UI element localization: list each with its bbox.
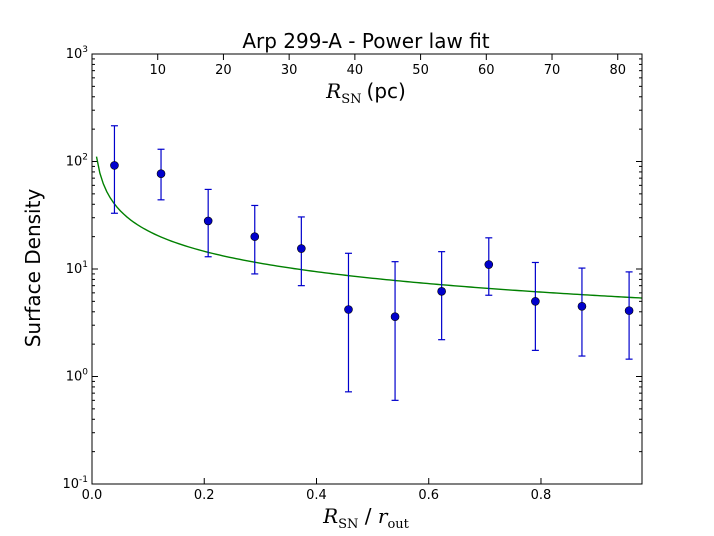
data-point <box>390 312 400 321</box>
plot-frame <box>91 53 643 485</box>
data-point <box>437 287 446 296</box>
y-tick-label-base: 10 <box>66 47 83 62</box>
data-point <box>531 297 540 306</box>
y-tick-label-exponent: 0 <box>82 368 88 378</box>
data-point <box>624 306 634 315</box>
top-x-axis-label-unit: (pc) <box>367 79 406 103</box>
y-tick-label-exponent: -1 <box>79 475 88 485</box>
data-point <box>484 260 494 269</box>
bottom-x-axis-label-sub: SN <box>338 517 358 532</box>
top-x-tick-label: 50 <box>412 63 429 78</box>
data-layer <box>110 125 634 401</box>
y-tick-label-exponent: 2 <box>82 153 88 163</box>
top-x-tick-label: 80 <box>609 63 626 78</box>
top-x-tick-label: 20 <box>215 63 232 78</box>
bottom-x-axis-label-sep: / <box>358 504 377 528</box>
y-tick-label: 10-1 <box>62 475 88 492</box>
power-law-fit-line <box>95 156 643 299</box>
chart-title: Arp 299-A - Power law fit <box>242 29 489 53</box>
data-point <box>577 301 587 311</box>
y-axis-label: Surface Density <box>21 189 45 348</box>
x-tick-label: 0.8 <box>531 488 552 503</box>
top-x-tick-label: 60 <box>478 63 495 78</box>
y-tick-label: 103 <box>66 45 88 62</box>
y-tick-label: 101 <box>66 260 88 277</box>
data-point <box>344 305 353 314</box>
y-tick-label-base: 10 <box>66 155 83 170</box>
data-point <box>203 216 213 226</box>
top-x-axis-label-main: R <box>325 79 341 103</box>
top-x-axis: 10 20 30 40 50 60 70 80 <box>149 54 626 78</box>
y-tick-label-exponent: 3 <box>82 45 88 55</box>
data-point <box>250 232 260 241</box>
y-tick-label: 100 <box>66 368 89 385</box>
x-tick-label: 0.6 <box>418 488 439 503</box>
y-tick-label-base: 10 <box>66 370 83 385</box>
x-tick-label: 0.2 <box>194 488 215 503</box>
data-point <box>297 244 306 253</box>
y-tick-label: 102 <box>66 153 88 170</box>
top-x-axis-label-sub: SN <box>341 92 361 107</box>
x-tick-label: 0.4 <box>306 488 327 503</box>
top-x-tick-label: 70 <box>544 63 561 78</box>
data-point <box>110 161 119 170</box>
top-x-tick-label: 30 <box>281 63 298 78</box>
bottom-x-axis-label-main: R <box>322 504 338 528</box>
fit-layer <box>95 156 643 299</box>
bottom-x-axis-label-second-sub: out <box>387 517 409 532</box>
x-tick-label: 0.0 <box>82 488 103 503</box>
bottom-x-axis-label-second: r <box>378 504 389 528</box>
data-point <box>156 169 166 179</box>
top-x-axis-label: RSN (pc) <box>325 79 406 107</box>
y-tick-label-base: 10 <box>62 477 79 492</box>
y-tick-label-base: 10 <box>66 262 83 277</box>
bottom-x-axis-label: RSN / rout <box>322 504 410 532</box>
top-x-tick-label: 40 <box>347 63 364 78</box>
top-x-tick-label: 10 <box>149 63 166 78</box>
y-tick-label-exponent: 1 <box>82 260 88 270</box>
bottom-x-axis: 0.0 0.2 0.4 0.6 0.8 <box>82 478 552 503</box>
